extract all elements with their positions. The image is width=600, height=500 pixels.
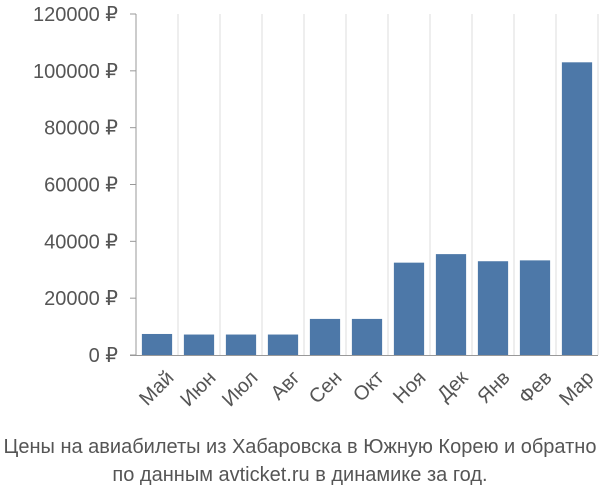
chart-caption-line-1: Цены на авиабилеты из Хабаровска в Южную… [3, 436, 597, 458]
x-tick-label: Июл [218, 367, 262, 411]
bar-chart: 0 ₽ 20000 ₽ 40000 ₽ 60000 ₽ 80000 ₽ 100000 ₽ 1… [33, 4, 599, 411]
bar-Ноя [393, 262, 425, 355]
bar-Май [141, 333, 173, 355]
y-tick-label: 60000 ₽ [44, 175, 118, 197]
x-tick-label: Ноя [389, 367, 430, 408]
y-tick-label: 0 ₽ [89, 345, 119, 367]
x-tick-label: Дек [433, 367, 472, 406]
bar-Мар [561, 62, 593, 356]
grid-layer [135, 14, 599, 355]
y-tick-label: 80000 ₽ [44, 118, 118, 140]
bar-Июл [225, 334, 257, 355]
x-tick-label: Фев [515, 367, 557, 409]
axis-layer [130, 13, 598, 356]
bar-Фев [519, 260, 551, 355]
y-tick-label: 20000 ₽ [44, 288, 118, 310]
bar-Авг [267, 334, 299, 355]
bar-Июн [183, 334, 215, 355]
y-tick-label: 100000 ₽ [33, 61, 118, 83]
x-tick-label: Мар [555, 367, 598, 410]
bar-layer [141, 62, 593, 356]
y-tick-labels: 0 ₽ 20000 ₽ 40000 ₽ 60000 ₽ 80000 ₽ 100000 ₽ 1… [33, 4, 118, 367]
bar-Сен [309, 318, 341, 355]
chart-caption-line-2: по данным avticket.ru в динамике за год. [112, 464, 488, 486]
x-tick-label: Авг [267, 367, 305, 405]
x-tick-label: Май [135, 367, 178, 410]
bar-Янв [477, 261, 509, 355]
x-tick-label: Янв [473, 367, 514, 408]
x-tick-label: Окт [349, 367, 388, 406]
x-tick-label: Сен [305, 367, 346, 408]
bar-Дек [435, 254, 467, 355]
x-tick-label: Июн [176, 367, 220, 411]
y-tick-label: 120000 ₽ [33, 4, 118, 26]
y-tick-label: 40000 ₽ [44, 231, 118, 253]
bar-Окт [351, 318, 383, 355]
